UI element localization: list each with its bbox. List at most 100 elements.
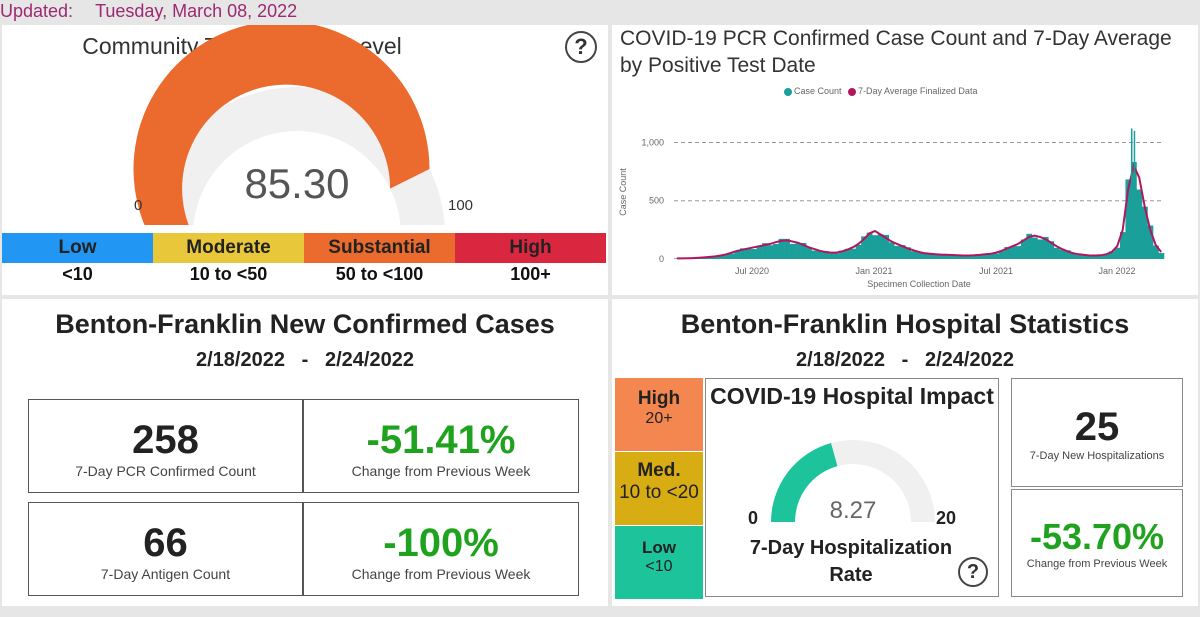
- chart-bar: [971, 255, 978, 259]
- chart-bar: [822, 251, 829, 259]
- legend-case-dot: [784, 87, 792, 96]
- chart-bar: [784, 238, 790, 259]
- hospital-title: Benton-Franklin Hospital Statistics: [680, 309, 1130, 339]
- transmission-panel: Community Transmission Level ? 85.30 0 1…: [2, 25, 608, 295]
- chart-bar: [778, 238, 785, 259]
- pcr-count-label: 7-Day PCR Confirmed Count: [75, 463, 256, 479]
- chart-bar: [1103, 253, 1110, 259]
- chart-bar: [1086, 254, 1093, 259]
- chart-bar: [1133, 130, 1136, 259]
- hosp-change-label: Change from Previous Week: [1026, 558, 1168, 570]
- hosp-level-med-range: 10 to <20: [619, 482, 699, 503]
- hospital-date-range: 2/18/2022 - 2/24/2022: [612, 349, 1198, 372]
- chart-bar: [1119, 232, 1126, 259]
- chart-bar: [954, 255, 961, 259]
- chart-bar: [932, 255, 939, 259]
- transmission-levels: Low Moderate Substantial High: [2, 233, 606, 263]
- pcr-change-label: Change from Previous Week: [351, 463, 531, 479]
- chart-bar: [866, 232, 873, 259]
- chart-bar: [1015, 246, 1022, 259]
- hosp-level-med: Med. 10 to <20: [615, 452, 703, 525]
- hosp-level-low-label: Low: [642, 538, 676, 557]
- antigen-change-card: -100% Change from Previous Week: [303, 502, 579, 596]
- chart-bar: [1020, 239, 1027, 259]
- chart-bar: [905, 247, 912, 259]
- chart-bar: [916, 252, 923, 259]
- chart-bar: [767, 245, 774, 259]
- chart-bar: [1059, 249, 1066, 259]
- y-axis-label: Case Count: [618, 168, 628, 216]
- updated-date: Tuesday, March 08, 2022: [95, 1, 298, 21]
- antigen-change-value: -100%: [383, 521, 499, 565]
- chart-bar: [982, 253, 989, 259]
- impact-caption: 7-Day Hospitalization Rate: [749, 537, 953, 586]
- chart-bar: [1064, 250, 1071, 259]
- chart-bar: [806, 247, 812, 259]
- hosp-change-value: -53.70%: [1029, 516, 1165, 557]
- hosp-level-low: Low <10: [615, 526, 703, 599]
- chart-bar: [894, 245, 901, 259]
- chart-title: COVID-19 PCR Confirmed Case Count and 7-…: [620, 27, 1172, 77]
- chart-bar: [1136, 189, 1143, 259]
- chart-bar: [789, 243, 796, 259]
- legend-avg-label: 7-Day Average Finalized Data: [858, 86, 978, 96]
- cases-date-range: 2/18/2022 - 2/24/2022: [2, 349, 608, 372]
- level-moderate: Moderate: [153, 233, 304, 263]
- chart-bar: [899, 245, 906, 259]
- hosp-level-high-range: 20+: [645, 410, 673, 427]
- hosp-level-high: High 20+: [615, 378, 703, 451]
- chart-bar: [872, 235, 879, 259]
- chart-bar: [740, 248, 746, 259]
- case-count-chart[interactable]: 0 500 1,000 Case Count Jul 2020 Jan 2021 Jul 2…: [612, 25, 1198, 295]
- antigen-count-card: 66 7-Day Antigen Count: [28, 502, 303, 596]
- case-chart-panel: COVID-19 PCR Confirmed Case Count and 7-…: [612, 25, 1198, 295]
- chart-bar: [998, 251, 1005, 259]
- chart-bar: [993, 253, 1000, 259]
- hospital-date-dash: -: [901, 349, 909, 371]
- chart-bar: [795, 243, 801, 259]
- hospital-date-from: 2/18/2022: [796, 349, 885, 371]
- chart-bar: [1092, 255, 1099, 259]
- pcr-count-card: 258 7-Day PCR Confirmed Count: [28, 399, 303, 493]
- chart-bar: [877, 234, 884, 259]
- chart-bar: [965, 255, 972, 259]
- hosp-level-med-label: Med.: [637, 460, 681, 481]
- cases-date-dash: -: [301, 349, 309, 371]
- chart-bar: [927, 253, 934, 259]
- new-hosp-label: 7-Day New Hospitalizations: [1029, 450, 1165, 462]
- chart-bar: [1097, 255, 1104, 259]
- updated-label: Updated:: [0, 1, 74, 21]
- chart-bar: [987, 253, 994, 259]
- impact-help-icon[interactable]: ?: [958, 557, 988, 587]
- gauge-fill: [133, 25, 430, 225]
- chart-bar: [833, 253, 840, 259]
- hospital-panel: Benton-Franklin Hospital Statistics 2/18…: [612, 299, 1198, 606]
- antigen-count-value: 66: [143, 521, 188, 565]
- chart-legend: Case Count 7-Day Average Finalized Data: [784, 86, 977, 96]
- chart-bar: [943, 254, 950, 259]
- chart-bar: [811, 250, 818, 259]
- y-tick-label: 500: [649, 196, 664, 206]
- gauge-max: 100: [448, 197, 474, 214]
- new-hosp-card: 25 7-Day New Hospitalizations: [1011, 378, 1183, 487]
- chart-bar: [1130, 128, 1133, 259]
- legend-avg-dot: [848, 87, 857, 96]
- chart-bar: [839, 250, 845, 259]
- chart-bar: [707, 257, 713, 259]
- range-substantial: 50 to <100: [335, 264, 424, 284]
- new-hosp-value: 25: [1074, 405, 1120, 449]
- chart-bar: [1075, 255, 1082, 259]
- chart-bar: [762, 243, 768, 259]
- chart-bar: [745, 248, 752, 259]
- chart-bar: [850, 248, 856, 259]
- chart-bar: [888, 242, 895, 259]
- help-icon[interactable]: ?: [565, 31, 597, 63]
- antigen-change-label: Change from Previous Week: [351, 566, 531, 582]
- impact-gauge: [771, 440, 935, 522]
- chart-bar: [1152, 245, 1159, 259]
- chart-bar: [976, 255, 983, 259]
- chart-bar: [1108, 251, 1115, 259]
- level-low: Low: [2, 233, 153, 263]
- level-high: High: [455, 233, 606, 263]
- impact-min: 0: [748, 508, 759, 528]
